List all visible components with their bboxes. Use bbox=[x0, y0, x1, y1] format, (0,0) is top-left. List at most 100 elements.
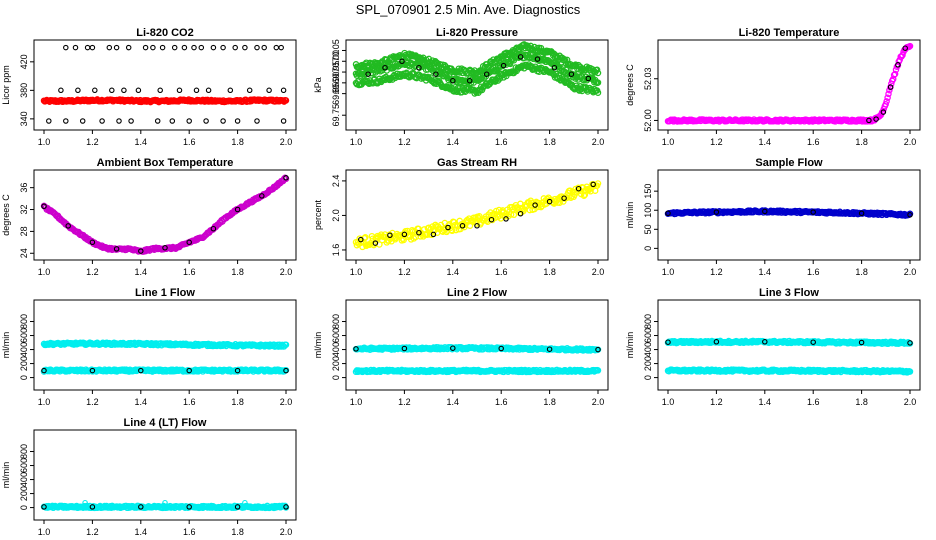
data-point-pressure-s3 bbox=[416, 64, 422, 71]
data-point-co2-s1 bbox=[92, 87, 98, 94]
panel-title-co2: Li-820 CO2 bbox=[136, 27, 193, 39]
marks-rh bbox=[352, 180, 602, 251]
y-axis-label-rh: percent bbox=[313, 199, 323, 230]
data-point-rh-s0 bbox=[525, 199, 533, 206]
data-point-licor_temp-s0 bbox=[891, 70, 899, 78]
marks-line4 bbox=[40, 499, 290, 512]
data-point-co2-s0 bbox=[84, 44, 91, 51]
data-point-co2-s0 bbox=[273, 44, 280, 51]
y-tick-label-line2: 800 bbox=[331, 314, 341, 329]
panel-title-line4: Line 4 (LT) Flow bbox=[124, 417, 207, 429]
data-point-line4-s1 bbox=[82, 499, 88, 506]
data-point-ambient-s0 bbox=[282, 175, 290, 183]
data-point-line4-s2 bbox=[283, 504, 289, 510]
x-tick-label-pressure: 1.0 bbox=[350, 137, 363, 147]
data-point-co2-s0 bbox=[191, 44, 197, 51]
y-axis-label-line3: ml/min bbox=[625, 332, 635, 359]
data-point-co2-s0 bbox=[63, 44, 69, 51]
data-point-line2-s2 bbox=[450, 345, 456, 351]
data-point-line4-s2 bbox=[41, 504, 47, 510]
data-point-co2-s2 bbox=[280, 118, 287, 124]
data-point-line2-s2 bbox=[595, 346, 601, 353]
data-point-rh-s1 bbox=[430, 231, 437, 238]
x-tick-label-sample_flow: 1.4 bbox=[759, 267, 772, 277]
y-axis-label-line2: ml/min bbox=[313, 332, 323, 359]
data-point-ambient-s1 bbox=[283, 175, 289, 181]
y-tick-label-sample_flow: 50 bbox=[643, 224, 653, 234]
data-point-pressure-s3 bbox=[466, 77, 473, 84]
marks-licor_temp bbox=[664, 42, 914, 125]
y-tick-label-line4: 800 bbox=[19, 444, 29, 459]
data-point-rh-s0 bbox=[507, 211, 515, 218]
data-point-ambient-s1 bbox=[65, 223, 71, 229]
data-point-rh-s1 bbox=[474, 223, 480, 229]
data-point-ambient-s1 bbox=[210, 225, 217, 232]
x-tick-label-line1: 1.6 bbox=[183, 397, 196, 407]
data-point-rh-s0 bbox=[556, 199, 563, 206]
x-tick-label-co2: 1.6 bbox=[183, 137, 196, 147]
data-point-co2-s0 bbox=[232, 44, 238, 51]
data-point-ambient-s1 bbox=[162, 245, 168, 251]
data-point-co2-s2 bbox=[46, 118, 52, 124]
y-tick-label-sample_flow: 100 bbox=[643, 203, 653, 218]
x-tick-label-ambient: 1.6 bbox=[183, 267, 196, 277]
y-axis-label-pressure: kPa bbox=[313, 77, 323, 93]
data-point-rh-s1 bbox=[372, 240, 379, 246]
data-point-sample_flow-s0 bbox=[906, 210, 914, 218]
x-tick-label-line1: 2.0 bbox=[280, 397, 293, 407]
marks-sample_flow bbox=[664, 207, 914, 219]
y-tick-label-line3: 800 bbox=[643, 314, 653, 329]
data-point-rh-s0 bbox=[510, 211, 518, 219]
panel-line3: Line 3 Flow ml/min 1.0 1.2 1.4 1.6 1.8 2.0 0 2004… bbox=[625, 287, 921, 407]
x-tick-label-line2: 1.0 bbox=[350, 397, 363, 407]
y-tick-label-line1: 800 bbox=[19, 314, 29, 329]
data-point-pressure-s2 bbox=[549, 70, 557, 78]
x-tick-label-pressure: 2.0 bbox=[592, 137, 605, 147]
x-tick-label-line3: 1.6 bbox=[807, 397, 820, 407]
marks-line3 bbox=[664, 337, 914, 376]
data-point-co2-s0 bbox=[142, 44, 149, 51]
panel-title-line1: Line 1 Flow bbox=[135, 287, 195, 299]
data-point-rh-s0 bbox=[448, 227, 456, 235]
x-tick-label-co2: 1.0 bbox=[38, 137, 51, 147]
data-point-co2-s0 bbox=[254, 44, 260, 51]
y-tick-label-line2: 200 bbox=[331, 356, 341, 371]
data-point-line4-s2 bbox=[89, 504, 96, 510]
data-point-co2-s1 bbox=[121, 87, 127, 94]
data-point-line2-s2 bbox=[498, 345, 504, 352]
marks-ambient bbox=[40, 174, 290, 255]
data-point-line4-s1 bbox=[162, 499, 168, 506]
data-point-co2-s0 bbox=[210, 44, 217, 51]
data-point-co2-s1 bbox=[266, 87, 272, 94]
data-point-licor_temp-s1 bbox=[887, 84, 894, 90]
data-point-line1-s2 bbox=[234, 367, 241, 374]
data-point-pressure-s3 bbox=[433, 71, 439, 77]
x-tick-label-pressure: 1.4 bbox=[447, 137, 460, 147]
data-point-pressure-s3 bbox=[534, 56, 541, 62]
data-point-pressure-s0 bbox=[593, 66, 601, 74]
x-tick-label-line1: 1.4 bbox=[135, 397, 148, 407]
main-title: SPL_070901 2.5 Min. Ave. Diagnostics bbox=[356, 2, 581, 17]
panel-title-line2: Line 2 Flow bbox=[447, 287, 507, 299]
data-point-co2-s3 bbox=[282, 97, 290, 104]
x-tick-label-pressure: 1.6 bbox=[495, 137, 508, 147]
data-point-licor_temp-s1 bbox=[895, 62, 901, 68]
x-tick-label-pressure: 1.2 bbox=[398, 137, 411, 147]
data-point-pressure-s0 bbox=[425, 55, 433, 63]
data-point-line1-s2 bbox=[283, 367, 289, 374]
x-tick-label-line4: 1.6 bbox=[183, 527, 196, 537]
data-point-co2-s2 bbox=[203, 118, 209, 124]
data-point-co2-s0 bbox=[261, 44, 267, 51]
data-point-co2-s0 bbox=[125, 44, 132, 51]
data-point-co2-s0 bbox=[150, 44, 156, 51]
x-tick-label-line2: 1.2 bbox=[398, 397, 411, 407]
data-point-rh-s1 bbox=[503, 216, 509, 222]
plot-frame-pressure bbox=[345, 39, 609, 131]
x-tick-label-co2: 1.4 bbox=[135, 137, 148, 147]
data-point-line4-s1 bbox=[242, 499, 248, 506]
data-point-ambient-s1 bbox=[186, 239, 192, 246]
x-tick-label-line2: 2.0 bbox=[592, 397, 605, 407]
data-point-rh-s1 bbox=[488, 216, 495, 223]
y-tick-label-co2: 420 bbox=[19, 54, 29, 69]
y-tick-label-line4: 200 bbox=[19, 486, 29, 501]
